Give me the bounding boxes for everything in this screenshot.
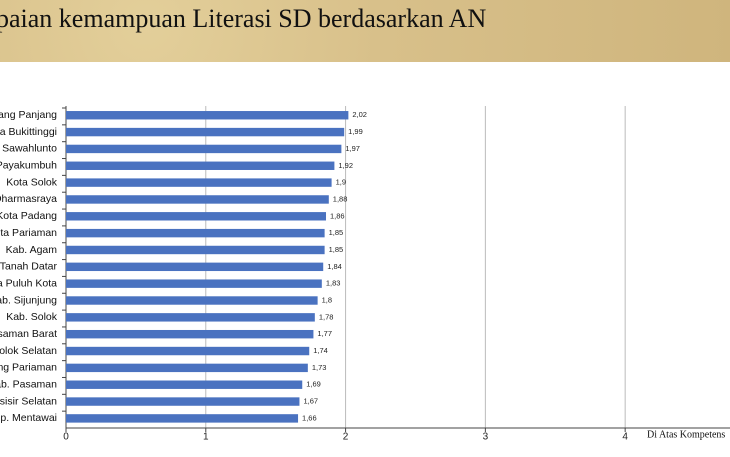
- x-tick-label: 4: [622, 432, 628, 443]
- y-tick-label: Kab. Sijunjung: [0, 294, 57, 306]
- y-tick-label: Kab. Agam: [6, 244, 58, 256]
- y-tick-label: Kab. Pasaman: [0, 378, 57, 390]
- y-tick-label: Solok Selatan: [0, 345, 57, 357]
- value-label: 1,83: [326, 279, 341, 288]
- y-tick-label: a Sawahlunto: [0, 143, 57, 155]
- annotation: Di Atas Kompetens: [647, 429, 725, 440]
- bar: [66, 262, 324, 272]
- bar: [66, 397, 300, 406]
- x-tick-label: 1: [203, 432, 209, 443]
- y-tick-label: ota Bukittinggi: [0, 126, 57, 138]
- bar: [66, 144, 342, 154]
- value-label: 1,78: [319, 312, 334, 321]
- value-label: 1,85: [329, 228, 344, 237]
- bar: [66, 127, 345, 137]
- y-tick-label: . Tanah Datar: [0, 261, 57, 273]
- x-tick-label: 0: [63, 432, 69, 443]
- y-tick-label: Dharmasraya: [0, 193, 57, 205]
- y-tick-label: Kab. Solok: [6, 311, 58, 323]
- bar: [66, 414, 299, 423]
- value-label: 1,92: [338, 161, 353, 170]
- value-label: 1,77: [317, 329, 332, 338]
- chart-title: paian kemampuan Literasi SD berdasarkan …: [0, 4, 487, 33]
- bar: [66, 245, 325, 255]
- bar: [66, 228, 325, 238]
- bar: [66, 111, 349, 120]
- value-label: 1,99: [348, 127, 363, 136]
- x-tick-label: 3: [483, 432, 489, 443]
- y-tick-label: esisir Selatan: [0, 395, 57, 407]
- y-tick-label: asaman Barat: [0, 328, 57, 340]
- y-tick-label: Kota Padang: [0, 210, 57, 222]
- y-tick-label: ep. Mentawai: [0, 412, 57, 424]
- bar: [66, 178, 332, 187]
- value-label: 1,8: [322, 295, 332, 304]
- value-label: 1,74: [313, 346, 328, 355]
- y-tick-label: dang Pariaman: [0, 362, 57, 374]
- bar: [66, 195, 329, 204]
- bar: [66, 380, 303, 389]
- value-label: 2,02: [352, 110, 367, 119]
- title-banner: [0, 0, 730, 62]
- value-label: 1,84: [327, 262, 342, 271]
- y-tick-label: dang Panjang: [0, 109, 57, 121]
- value-label: 1,73: [312, 363, 327, 372]
- y-tick-label: Kota Solok: [6, 176, 58, 188]
- bar: [66, 212, 327, 221]
- x-tick-label: 2: [343, 432, 349, 443]
- value-label: 1,67: [303, 397, 318, 406]
- value-label: 1,88: [333, 194, 348, 203]
- bar: [66, 313, 315, 322]
- value-label: 1,85: [329, 245, 344, 254]
- bar: [66, 161, 335, 170]
- bar: [66, 363, 308, 373]
- value-label: 1,9: [336, 178, 346, 187]
- y-tick-label: ma Puluh Kota: [0, 277, 57, 289]
- bar: [66, 329, 314, 339]
- bar: [66, 346, 310, 356]
- y-tick-label: Payakumbuh: [0, 160, 57, 172]
- y-tick-label: ota Pariaman: [0, 227, 57, 239]
- value-label: 1,86: [330, 211, 345, 220]
- value-label: 1,97: [345, 144, 360, 153]
- bar: [66, 296, 318, 305]
- value-label: 1,66: [302, 413, 317, 422]
- bar: [66, 279, 322, 288]
- value-label: 1,69: [306, 380, 321, 389]
